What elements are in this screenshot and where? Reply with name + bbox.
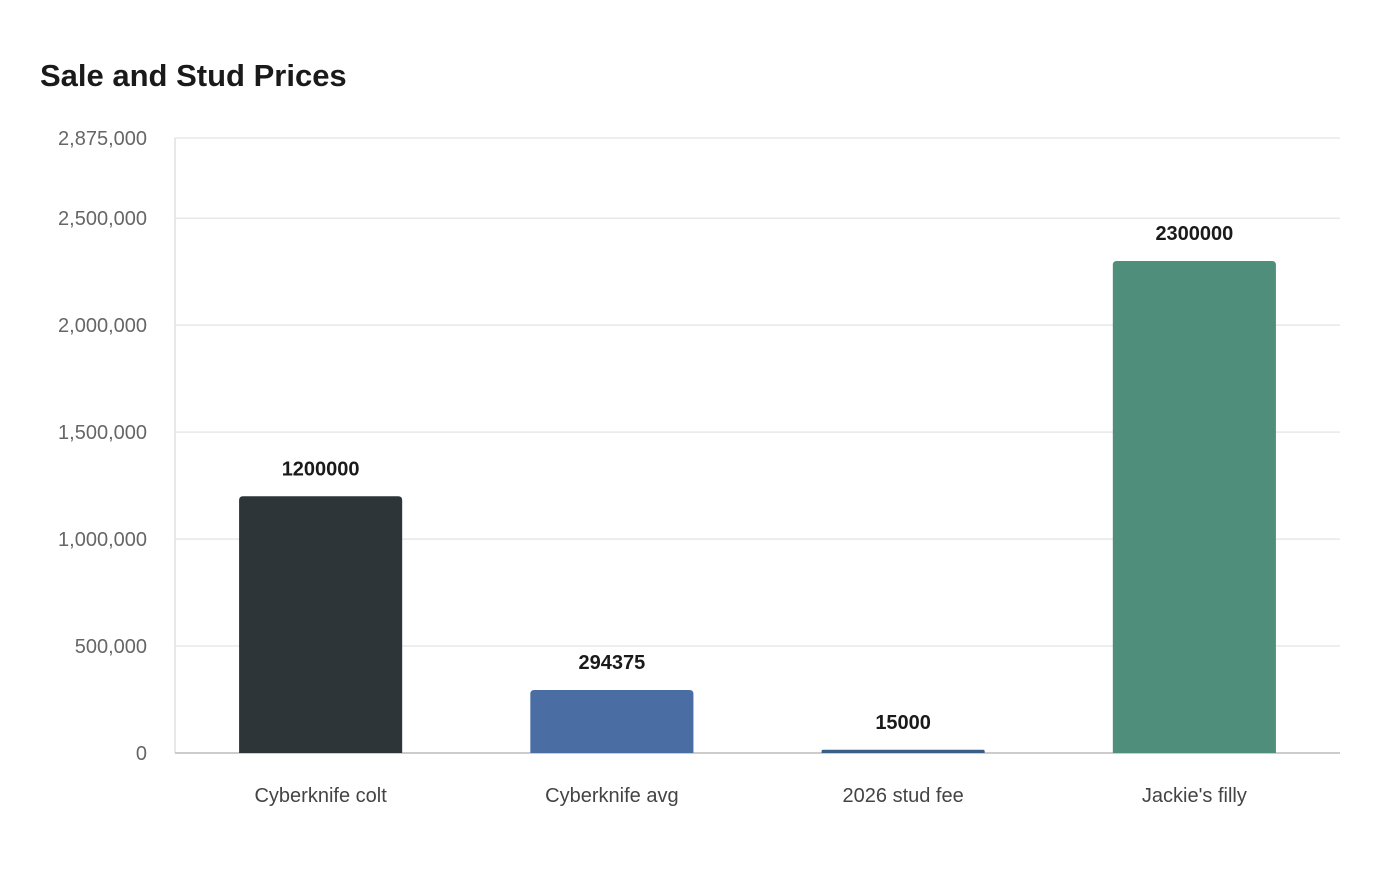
y-tick-label: 2,875,000: [58, 128, 147, 150]
bar-value-label: 15000: [875, 712, 931, 734]
y-tick-label: 1,000,000: [58, 529, 147, 551]
chart-title: Sale and Stud Prices: [40, 58, 347, 93]
x-category-label: Cyberknife avg: [545, 785, 678, 807]
bar-3: [821, 749, 985, 753]
x-category-label: Cyberknife colt: [254, 785, 387, 807]
x-category-label: Jackie's filly: [1142, 785, 1247, 807]
bar-value-label: 1200000: [282, 458, 360, 480]
y-tick-label: 2,000,000: [58, 315, 147, 337]
y-tick-label: 2,500,000: [58, 208, 147, 230]
y-tick-label: 0: [136, 743, 147, 765]
bar-1: [239, 496, 403, 753]
bar-value-label: 294375: [579, 652, 646, 674]
labels: 0 500,000 1,000,000 1,500,000 2,000,000 2,500…: [58, 128, 1247, 807]
y-tick-label: 1,500,000: [58, 422, 147, 444]
bar-2: [530, 690, 694, 753]
x-category-label: 2026 stud fee: [843, 785, 964, 807]
y-tick-label: 500,000: [75, 636, 147, 658]
bars: [239, 261, 1276, 753]
bar-4: [1112, 261, 1276, 753]
bar-value-label: 2300000: [1155, 223, 1233, 245]
